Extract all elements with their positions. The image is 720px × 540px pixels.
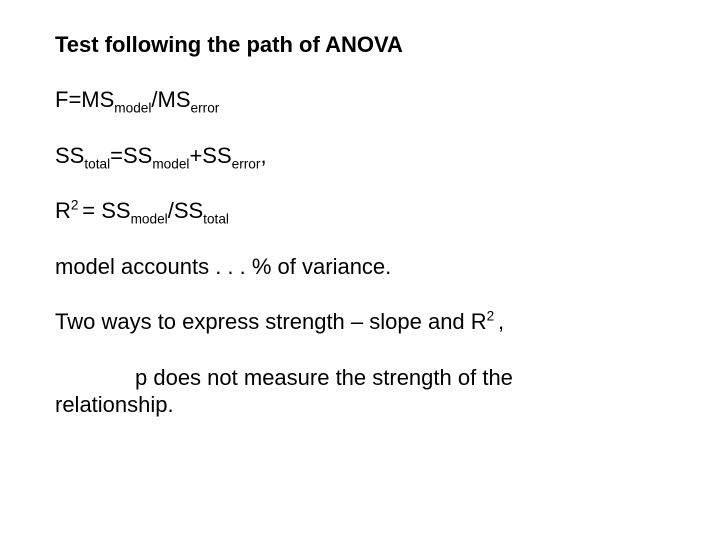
text: +SS (189, 143, 231, 168)
subscript: error (232, 156, 261, 171)
variance-line: model accounts . . . % of variance. (55, 253, 665, 281)
text: /SS (168, 198, 203, 223)
formula-f: F=MSmodel/MSerror (55, 86, 665, 114)
subscript: model (114, 100, 151, 115)
text: relationship. (55, 392, 174, 417)
text: F=MS (55, 87, 114, 112)
text: =SS (110, 143, 152, 168)
text: , (260, 143, 266, 168)
subscript: model (152, 156, 189, 171)
formula-ss: SStotal=SSmodel+SSerror, (55, 142, 665, 170)
text: SS (55, 143, 84, 168)
strength-line: Two ways to express strength – slope and… (55, 308, 665, 336)
p-line: p does not measure the strength of the r… (55, 364, 665, 419)
subscript: error (191, 100, 220, 115)
text: R (55, 198, 71, 223)
superscript: 2 (71, 198, 82, 213)
subscript: total (84, 156, 110, 171)
text: p does not measure the strength of the (135, 365, 513, 390)
text: , (498, 309, 504, 334)
slide-title: Test following the path of ANOVA (55, 32, 665, 58)
text: = SS (82, 198, 130, 223)
slide: Test following the path of ANOVA F=MSmod… (0, 0, 720, 540)
subscript: total (203, 211, 229, 226)
text: Two ways to express strength – slope and… (55, 309, 487, 334)
text: /MS (151, 87, 190, 112)
formula-r2: R2 = SSmodel/SStotal (55, 197, 665, 225)
subscript: model (131, 211, 168, 226)
superscript: 2 (487, 309, 498, 324)
